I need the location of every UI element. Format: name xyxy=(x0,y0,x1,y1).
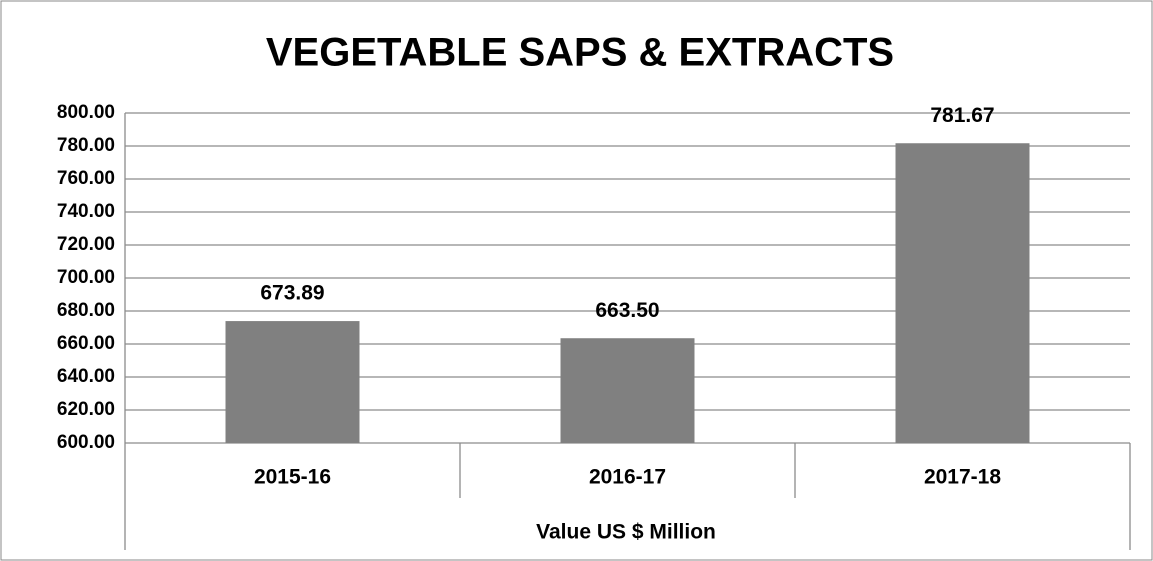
y-tick-label: 620.00 xyxy=(57,399,115,420)
x-tick-label: 2017-18 xyxy=(924,466,1001,489)
x-tick-label: 2016-17 xyxy=(589,466,666,489)
bar xyxy=(225,321,360,443)
y-tick-label: 660.00 xyxy=(57,333,115,354)
y-tick-label: 760.00 xyxy=(57,168,115,189)
y-tick-label: 680.00 xyxy=(57,300,115,321)
x-axis-label: Value US $ Million xyxy=(536,521,716,544)
y-tick-label: 800.00 xyxy=(57,102,115,123)
y-tick-label: 640.00 xyxy=(57,366,115,387)
y-tick-label: 720.00 xyxy=(57,234,115,255)
chart-title: VEGETABLE SAPS & EXTRACTS xyxy=(266,31,894,75)
data-label: 673.89 xyxy=(260,282,324,305)
bar xyxy=(560,338,695,443)
x-tick-label: 2015-16 xyxy=(254,466,331,489)
y-tick-label: 780.00 xyxy=(57,135,115,156)
y-tick-label: 740.00 xyxy=(57,201,115,222)
data-label: 663.50 xyxy=(595,299,659,322)
y-tick-label: 600.00 xyxy=(57,432,115,453)
bar xyxy=(895,143,1030,443)
y-tick-label: 700.00 xyxy=(57,267,115,288)
data-label: 781.67 xyxy=(930,104,994,127)
